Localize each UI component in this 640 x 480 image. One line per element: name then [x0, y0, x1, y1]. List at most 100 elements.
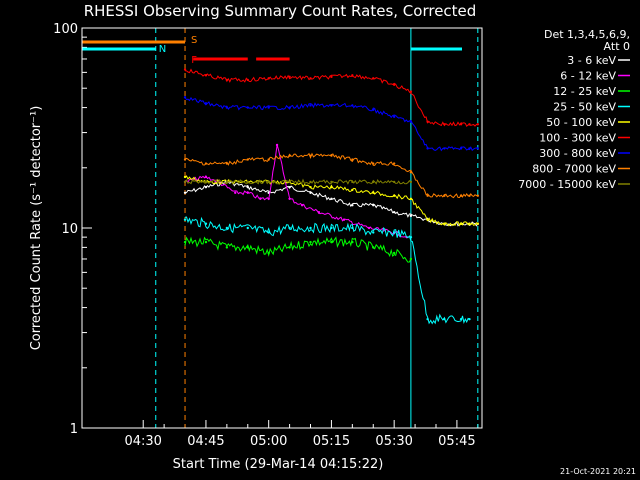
- series-line: [184, 216, 470, 325]
- x-tick-label: 05:45: [438, 434, 475, 449]
- legend-entry-label: 25 - 50 keV: [553, 101, 616, 114]
- data-point: [409, 214, 413, 218]
- data-point: [443, 147, 446, 150]
- legend-entry-label: 12 - 25 keV: [553, 85, 616, 98]
- series-line: [184, 175, 479, 227]
- legend-header: Det 1,3,4,5,6,9,: [544, 28, 630, 41]
- data-point: [246, 191, 249, 194]
- data-point: [183, 96, 187, 99]
- data-point: [351, 74, 354, 77]
- data-point: [468, 317, 471, 321]
- data-point: [234, 191, 237, 194]
- data-point: [246, 180, 249, 184]
- data-point: [309, 240, 312, 244]
- data-point: [351, 240, 354, 244]
- data-point: [246, 78, 249, 82]
- plot-area: 04:30 04:45 05:00 05:15 05:30 05:45 1 10 100 N SF: [53, 22, 480, 449]
- data-point: [267, 77, 270, 80]
- data-point: [330, 104, 333, 107]
- data-point: [372, 162, 375, 165]
- data-point: [459, 123, 463, 126]
- data-point: [476, 147, 480, 150]
- data-point: [204, 185, 208, 189]
- y-tick-label: 1: [70, 422, 78, 437]
- legend-entry-label: 3 - 6 keV: [567, 54, 616, 67]
- data-point: [372, 246, 375, 249]
- data-point: [330, 180, 333, 184]
- data-point: [183, 218, 187, 221]
- data-point: [288, 154, 291, 157]
- data-point: [426, 317, 429, 321]
- data-point: [392, 251, 396, 255]
- data-point: [372, 77, 375, 80]
- data-point: [468, 194, 471, 197]
- data-point: [392, 231, 396, 234]
- data-point: [288, 75, 291, 79]
- data-point: [288, 197, 291, 200]
- data-point: [309, 104, 312, 107]
- legend-entry-label: 100 - 300 keV: [539, 132, 616, 145]
- data-point: [443, 317, 446, 321]
- data-point: [372, 231, 375, 234]
- data-point: [267, 231, 270, 234]
- saa-flag-label: S: [191, 35, 197, 46]
- data-point: [225, 180, 229, 184]
- data-point: [288, 226, 291, 230]
- data-point: [204, 222, 208, 225]
- data-point: [288, 106, 291, 109]
- y-tick-label: 100: [53, 22, 78, 37]
- data-point: [309, 185, 312, 189]
- legend-entry-label: 50 - 100 keV: [546, 116, 616, 129]
- data-point: [409, 120, 413, 123]
- legend: Det 1,3,4,5,6,9,Att 03 - 6 keV 6 - 12 keV…: [518, 28, 630, 191]
- data-point: [476, 194, 480, 197]
- data-point: [225, 246, 229, 249]
- data-point: [367, 226, 371, 230]
- legend-entry-label: 6 - 12 keV: [560, 70, 616, 83]
- data-point: [409, 235, 413, 239]
- data-point: [459, 147, 463, 150]
- data-point: [351, 188, 354, 192]
- data-point: [459, 194, 463, 197]
- plot-frame: [81, 27, 483, 429]
- data-point: [183, 191, 187, 194]
- data-point: [372, 204, 375, 207]
- data-point: [225, 162, 229, 165]
- data-point: [309, 191, 312, 194]
- data-point: [204, 240, 208, 244]
- data-point: [330, 240, 333, 244]
- data-point: [468, 123, 471, 126]
- data-point: [267, 106, 270, 109]
- data-point: [476, 123, 480, 126]
- data-point: [342, 218, 346, 221]
- data-point: [309, 226, 312, 230]
- night-flag-label: N: [159, 44, 166, 55]
- series-line: [184, 68, 478, 128]
- data-point: [267, 197, 270, 200]
- data-point: [392, 180, 396, 184]
- data-point: [183, 158, 187, 161]
- data-point: [409, 171, 413, 174]
- legend-entry-label: 800 - 7000 keV: [532, 163, 616, 176]
- data-point: [351, 226, 354, 230]
- data-point: [443, 194, 446, 197]
- data-point: [372, 108, 375, 111]
- data-point: [330, 154, 333, 157]
- x-axis-label: Start Time (29-Mar-14 04:15:22): [173, 457, 384, 472]
- data-point: [204, 74, 208, 77]
- data-point: [468, 222, 471, 225]
- x-tick-label: 05:00: [250, 434, 287, 449]
- x-tick-label: 05:15: [313, 434, 350, 449]
- legend-header: Att 0: [604, 40, 630, 53]
- data-point: [246, 246, 249, 249]
- data-point: [183, 175, 187, 179]
- data-point: [183, 240, 187, 244]
- data-point: [459, 222, 463, 225]
- data-point: [204, 162, 208, 165]
- data-point: [330, 197, 333, 200]
- data-point: [468, 147, 471, 150]
- data-point: [330, 185, 333, 189]
- x-tick-label: 04:45: [187, 434, 224, 449]
- data-point: [259, 197, 262, 200]
